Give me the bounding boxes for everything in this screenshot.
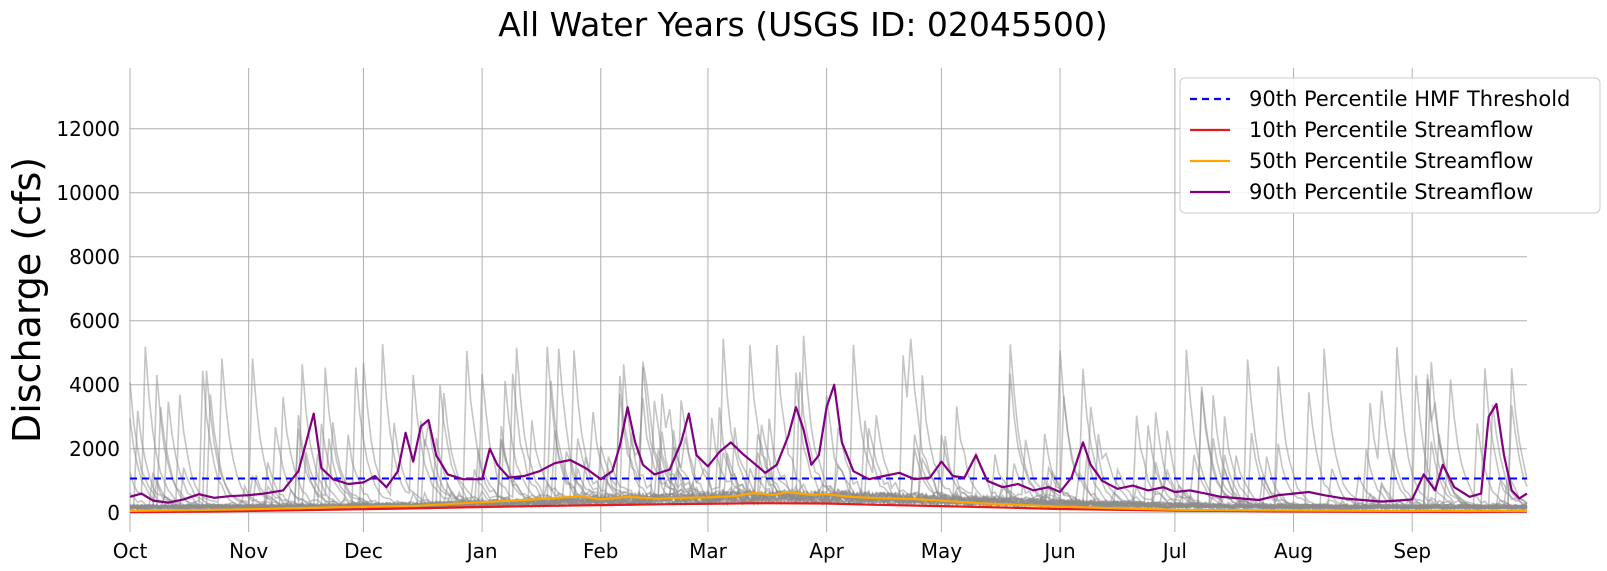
x-tick-label: Dec xyxy=(344,539,383,563)
chart-title: All Water Years (USGS ID: 02045500) xyxy=(498,5,1108,44)
y-tick-label: 0 xyxy=(107,501,120,525)
x-tick-label: Feb xyxy=(583,539,618,563)
x-tick-label: Nov xyxy=(229,539,268,563)
legend-label: 50th Percentile Streamflow xyxy=(1249,149,1533,173)
individual-water-years xyxy=(129,335,1528,512)
legend-label: 10th Percentile Streamflow xyxy=(1249,118,1533,142)
percentile-series xyxy=(129,383,1528,514)
water-year-trace xyxy=(129,364,1528,511)
x-tick-label: Jul xyxy=(1161,539,1187,563)
legend-label: 90th Percentile HMF Threshold xyxy=(1249,87,1570,111)
x-tick-label: Aug xyxy=(1274,539,1313,563)
y-tick-label: 12000 xyxy=(56,117,120,141)
y-axis-label: Discharge (cfs) xyxy=(5,157,49,443)
x-tick-label: Apr xyxy=(809,539,844,563)
x-tick-label: May xyxy=(921,539,963,563)
grid-lines xyxy=(129,68,1527,532)
y-axis-ticks: 0 2000 4000 6000 8000 10000 12000 xyxy=(56,117,120,525)
x-tick-label: Sep xyxy=(1393,539,1431,563)
water-year-trace xyxy=(129,361,1528,511)
y-tick-label: 4000 xyxy=(69,373,120,397)
x-tick-label: Jan xyxy=(465,539,498,563)
x-axis-ticks: Oct Nov Dec Jan Feb Mar Apr May Jun Jul Aug Sep xyxy=(113,539,1431,563)
y-tick-label: 6000 xyxy=(69,309,120,333)
series-line xyxy=(129,490,1528,513)
y-tick-label: 10000 xyxy=(56,181,120,205)
y-tick-label: 8000 xyxy=(69,245,120,269)
x-tick-label: Mar xyxy=(689,539,728,563)
legend: 90th Percentile HMF Threshold 10th Percen… xyxy=(1179,77,1601,214)
y-tick-label: 2000 xyxy=(69,437,120,461)
series-line xyxy=(129,383,1528,504)
water-year-trace xyxy=(129,344,1528,511)
water-year-trace xyxy=(129,364,1528,511)
legend-label: 90th Percentile Streamflow xyxy=(1249,180,1533,204)
x-tick-label: Jun xyxy=(1042,539,1075,563)
water-year-trace xyxy=(129,343,1528,511)
legend-box xyxy=(1179,77,1601,214)
x-tick-label: Oct xyxy=(113,539,148,563)
